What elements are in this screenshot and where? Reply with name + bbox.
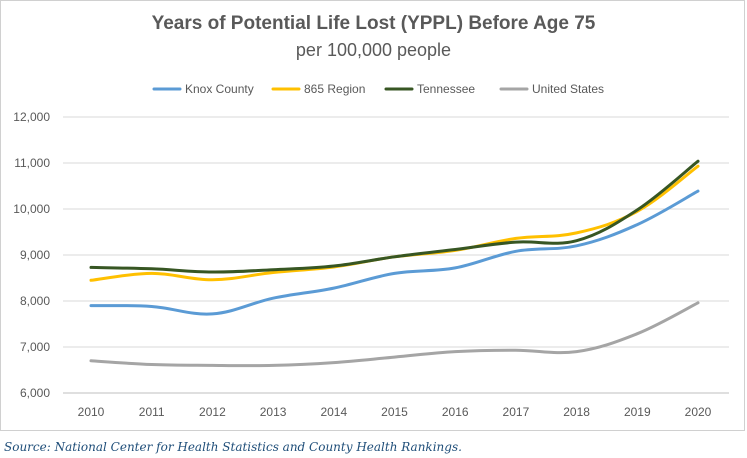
x-tick-label: 2011 xyxy=(139,405,165,419)
x-tick-label: 2015 xyxy=(381,405,408,419)
x-tick-label: 2013 xyxy=(260,405,287,419)
y-tick-label: 9,000 xyxy=(20,248,50,262)
x-tick-label: 2020 xyxy=(685,405,712,419)
line-chart: 6,000 7,000 8,000 9,000 10,000 11,000 12,000 20… xyxy=(13,82,729,419)
y-tick-label: 11,000 xyxy=(14,156,50,170)
chart-title: Years of Potential Life Lost (YPPL) Befo… xyxy=(151,13,596,34)
chart-frame: Years of Potential Life Lost (YPPL) Befo… xyxy=(0,0,745,431)
y-tick-label: 8,000 xyxy=(20,294,50,308)
x-tick-label: 2014 xyxy=(320,405,347,419)
series-line-knox-county xyxy=(89,189,700,316)
y-tick-label: 12,000 xyxy=(13,110,50,124)
legend-label-knox-county: Knox County xyxy=(185,82,254,96)
series-line-865-region xyxy=(89,164,700,282)
legend-label-865-region: 865 Region xyxy=(304,82,365,96)
source-note: Source: National Center for Health Stati… xyxy=(4,440,462,454)
x-tick-label: 2018 xyxy=(563,405,590,419)
y-tick-label: 6,000 xyxy=(20,386,50,400)
series-line-tennessee xyxy=(89,159,700,274)
chart-subtitle: per 100,000 people xyxy=(295,40,452,60)
legend-label-united-states: United States xyxy=(532,82,604,96)
legend-label-tennessee: Tennessee xyxy=(417,82,475,96)
x-tick-label: 2016 xyxy=(442,405,469,419)
y-tick-label: 10,000 xyxy=(13,202,50,216)
x-tick-label: 2010 xyxy=(78,405,105,419)
x-tick-label: 2017 xyxy=(503,405,530,419)
y-tick-label: 7,000 xyxy=(20,340,50,354)
series-line-united-states xyxy=(89,301,700,368)
x-tick-label: 2019 xyxy=(624,405,651,419)
x-tick-label: 2012 xyxy=(199,405,226,419)
